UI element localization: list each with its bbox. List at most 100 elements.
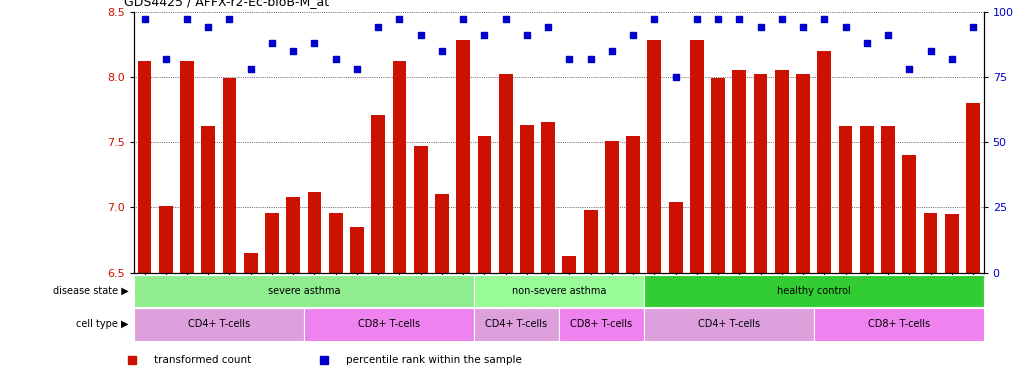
Point (922, 48, 938, 54)
Bar (478, 136, 491, 273)
Point (965, 24, 982, 30)
Point (179, 16, 196, 22)
Bar (584, 210, 597, 273)
Bar (159, 206, 173, 273)
Point (158, 55, 174, 61)
Point (604, 48, 620, 54)
Bar (860, 126, 873, 273)
Point (689, 16, 706, 22)
Point (774, 16, 790, 22)
Bar (648, 40, 661, 273)
Point (349, 66, 366, 72)
Bar (541, 122, 555, 273)
Point (264, 40, 280, 46)
Point (582, 55, 598, 61)
Text: non-severe asthma: non-severe asthma (512, 286, 606, 296)
Bar (499, 74, 513, 273)
Bar (945, 214, 959, 273)
Bar (605, 141, 619, 273)
Bar (456, 40, 470, 273)
Bar (134, 275, 474, 307)
Bar (265, 213, 279, 273)
Bar (668, 202, 683, 273)
Point (434, 48, 450, 54)
Point (285, 48, 302, 54)
Bar (814, 308, 984, 341)
Bar (562, 256, 577, 273)
Bar (435, 194, 449, 273)
Bar (644, 275, 984, 307)
Bar (392, 61, 407, 273)
Text: healthy control: healthy control (777, 286, 851, 296)
Point (731, 16, 748, 22)
Point (561, 55, 578, 61)
Point (497, 16, 514, 22)
Bar (222, 78, 237, 273)
Bar (818, 51, 831, 273)
Point (710, 16, 726, 22)
Bar (732, 70, 747, 273)
Point (455, 16, 472, 22)
Bar (201, 126, 215, 273)
Point (795, 24, 812, 30)
Point (625, 32, 642, 38)
Bar (838, 126, 853, 273)
Bar (350, 227, 364, 273)
Bar (138, 61, 151, 273)
Point (752, 24, 768, 30)
Bar (626, 136, 640, 273)
Point (646, 16, 662, 22)
Bar (966, 103, 980, 273)
Text: CD4+ T-cells: CD4+ T-cells (485, 319, 547, 329)
Bar (881, 126, 895, 273)
Bar (711, 78, 725, 273)
Text: cell type ▶: cell type ▶ (76, 319, 129, 329)
Point (901, 66, 918, 72)
Point (859, 40, 876, 46)
Text: CD4+ T-cells: CD4+ T-cells (187, 319, 250, 329)
Text: percentile rank within the sample: percentile rank within the sample (345, 355, 521, 365)
Bar (134, 308, 304, 341)
Point (412, 32, 428, 38)
Bar (244, 253, 258, 273)
Point (540, 24, 556, 30)
Bar (308, 192, 321, 273)
Point (943, 55, 960, 61)
Bar (690, 40, 703, 273)
Bar (329, 213, 343, 273)
Bar (304, 308, 474, 341)
Point (816, 16, 832, 22)
Point (476, 32, 492, 38)
Text: disease state ▶: disease state ▶ (53, 286, 129, 296)
Bar (371, 115, 385, 273)
Point (370, 24, 386, 30)
Bar (902, 155, 917, 273)
Bar (796, 74, 810, 273)
Point (306, 40, 322, 46)
Point (519, 32, 536, 38)
Text: CD8+ T-cells: CD8+ T-cells (867, 319, 930, 329)
Bar (644, 308, 814, 341)
Point (837, 24, 854, 30)
Text: CD8+ T-cells: CD8+ T-cells (571, 319, 632, 329)
Bar (474, 308, 559, 341)
Point (200, 24, 216, 30)
Point (667, 74, 684, 80)
Point (242, 66, 259, 72)
Text: CD8+ T-cells: CD8+ T-cells (357, 319, 420, 329)
Point (221, 16, 238, 22)
Text: severe asthma: severe asthma (268, 286, 340, 296)
Bar (474, 275, 644, 307)
Point (391, 16, 408, 22)
Point (328, 55, 344, 61)
Bar (414, 146, 427, 273)
Text: transformed count: transformed count (154, 355, 251, 365)
Text: GDS4425 / AFFX-r2-Ec-bioB-M_at: GDS4425 / AFFX-r2-Ec-bioB-M_at (124, 0, 329, 8)
Point (136, 16, 152, 22)
Bar (559, 308, 644, 341)
Point (880, 32, 896, 38)
Bar (286, 197, 300, 273)
Bar (520, 125, 534, 273)
Bar (180, 61, 194, 273)
Bar (754, 74, 767, 273)
